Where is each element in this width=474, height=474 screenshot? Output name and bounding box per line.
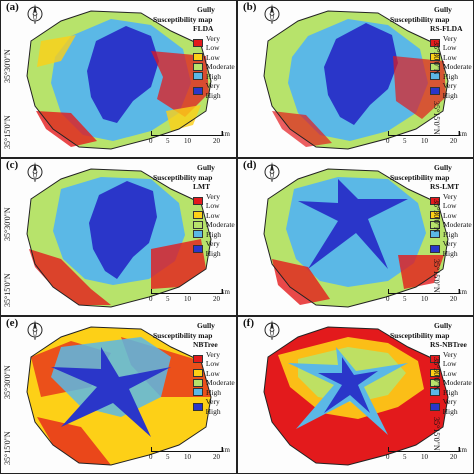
susceptibility-map-c xyxy=(1,159,236,315)
legend: Gully Susceptibility map RS-NBTree Very … xyxy=(390,321,472,416)
legend: Gully Susceptibility map FLDA Very Low L… xyxy=(153,5,235,100)
map-panel-e: (e) 35°30'0"N 35°15'0"N Gully Susceptibi… xyxy=(0,316,237,474)
scale-bar: 0 5 10 20 km xyxy=(386,130,467,145)
scale-bar: 0 5 10 20 km xyxy=(386,288,467,303)
scale-bar: 0 5 10 20 km xyxy=(149,130,230,145)
north-arrow-icon xyxy=(261,319,283,341)
legend: Gully Susceptibility map RS-LMT Very Low… xyxy=(390,163,472,258)
panel-letter: (d) xyxy=(243,159,257,171)
latitude-label-top: 35°30'0"N xyxy=(3,49,12,83)
latitude-label-bottom: 35°15'0"N xyxy=(3,115,12,149)
legend-model: FLDA xyxy=(193,24,214,33)
legend: Gully Susceptibility map RS-FLDA Very Lo… xyxy=(390,5,472,100)
north-arrow-icon xyxy=(24,319,46,341)
panel-letter: (b) xyxy=(243,1,257,13)
scale-bar: 0 5 10 20 km xyxy=(386,446,467,461)
map-panel-a: (a) 35°30'0"N 35°15'0"N Gully Susceptibi… xyxy=(0,0,237,158)
susceptibility-map-a xyxy=(1,1,236,157)
north-arrow-icon xyxy=(261,3,283,25)
legend-title: Susceptibility map xyxy=(153,14,213,24)
legend: Gully Susceptibility map NBTree Very Low… xyxy=(153,321,235,416)
susceptibility-map-f xyxy=(238,317,473,473)
susceptibility-map-d xyxy=(238,159,473,315)
panel-letter: (f) xyxy=(243,317,254,329)
legend-item: High xyxy=(153,72,235,82)
susceptibility-map-e xyxy=(1,317,236,473)
legend-item: Low xyxy=(153,53,235,63)
map-panel-f: (f) Gully Susceptibility map RS-NBTree V… xyxy=(237,316,474,474)
map-panel-c: (c) 35°30'0"N 35°15'0"N Gully Susceptibi… xyxy=(0,158,237,316)
map-panel-b: (b) Gully Susceptibility map RS-FLDA Ver… xyxy=(237,0,474,158)
legend-item: Very High xyxy=(153,81,235,100)
legend-item: Very Low xyxy=(153,34,235,53)
panel-letter: (a) xyxy=(6,1,19,13)
scale-bar: 0 5 10 20 km xyxy=(149,288,230,303)
north-arrow-icon xyxy=(24,3,46,25)
legend: Gully Susceptibility map LMT Very Low Lo… xyxy=(153,163,235,258)
legend-gully: Gully xyxy=(197,5,215,14)
legend-item: Moderate xyxy=(153,62,235,72)
north-arrow-icon xyxy=(24,161,46,183)
panel-letter: (e) xyxy=(6,317,19,329)
scale-bar: 0 5 10 20 km xyxy=(149,446,230,461)
north-arrow-icon xyxy=(261,161,283,183)
panel-letter: (c) xyxy=(6,159,19,171)
map-panel-d: (d) Gully Susceptibility map RS-LMT Very… xyxy=(237,158,474,316)
